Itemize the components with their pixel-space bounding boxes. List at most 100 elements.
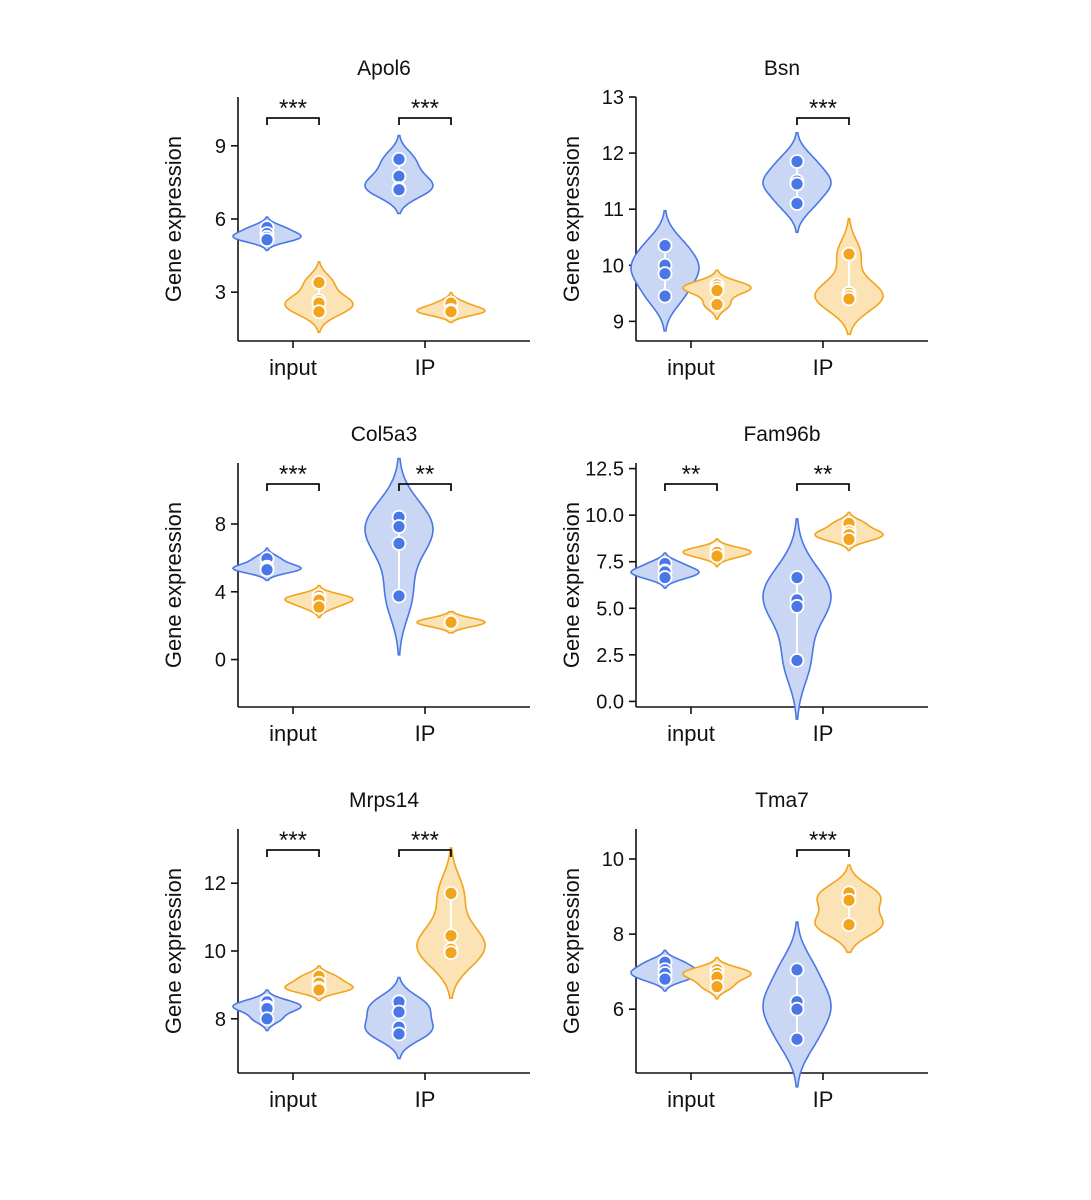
group1-input-point: [657, 570, 673, 585]
x-tick-label: IP: [813, 355, 834, 380]
y-axis-label: Gene expression: [559, 136, 584, 302]
panel-bsn: Bsn Gene expression 9 10 11 12 13 input IP ***: [559, 57, 928, 380]
significance-label: **: [416, 461, 435, 488]
group1-input-point: [657, 266, 673, 282]
significance-label: ***: [279, 461, 307, 488]
y-axis-label: Gene expression: [559, 868, 584, 1034]
panel-tma7: Tma7 Gene expression 6 8 10 input IP ***: [559, 789, 928, 1112]
significance-label: ***: [809, 95, 837, 122]
group2-ip-point: [443, 304, 459, 320]
x-tick-label: IP: [813, 1087, 834, 1112]
x-tick-label: IP: [415, 1087, 436, 1112]
group1-ip-point: [789, 154, 805, 169]
group2-ip-point: [443, 945, 459, 961]
group2-input-point: [709, 548, 725, 564]
y-tick-label: 8: [613, 924, 624, 946]
significance-label: ***: [809, 827, 837, 854]
group1-ip-point: [789, 599, 805, 614]
y-tick-label: 3: [215, 282, 226, 304]
y-axis-label: Gene expression: [161, 136, 186, 302]
significance-label: **: [682, 461, 701, 488]
group1-ip-point: [789, 1031, 805, 1047]
y-axis-label: Gene expression: [161, 868, 186, 1034]
x-tick-label: input: [269, 1087, 317, 1112]
y-axis-label: Gene expression: [559, 502, 584, 668]
y-tick-label: 2.5: [596, 645, 624, 667]
group2-input-point: [311, 599, 327, 615]
y-tick-label: 10: [204, 941, 226, 963]
x-tick-label: input: [269, 721, 317, 746]
panel-mrps14: Mrps14 Gene expression 8 10 12 input IP *** ***: [161, 789, 530, 1112]
y-tick-label: 8: [215, 514, 226, 536]
panel-title: Fam96b: [743, 423, 820, 446]
group2-ip-point: [841, 917, 857, 933]
y-axis-label: Gene expression: [161, 502, 186, 668]
y-tick-label: 13: [602, 87, 624, 109]
group1-ip-point: [391, 182, 407, 198]
x-tick-label: IP: [813, 721, 834, 746]
group2-ip-point: [841, 291, 857, 307]
group2-input-point: [311, 304, 327, 320]
group1-input-point: [657, 288, 673, 304]
group2-ip-point: [443, 928, 459, 944]
x-tick-label: input: [667, 355, 715, 380]
y-tick-label: 0.0: [596, 691, 624, 713]
group1-ip-point: [789, 176, 805, 192]
y-tick-label: 12: [204, 873, 226, 895]
group2-input-point: [709, 979, 725, 995]
significance-bracket: [796, 117, 850, 125]
y-tick-label: 10: [602, 255, 624, 277]
y-tick-label: 12.5: [585, 459, 624, 481]
panel-title: Tma7: [755, 789, 809, 812]
group2-input-point: [709, 297, 725, 312]
group1-input-point: [259, 232, 275, 248]
y-tick-label: 9: [613, 311, 624, 333]
y-tick-label: 6: [613, 999, 624, 1021]
group1-input-point: [657, 238, 673, 254]
group1-input-point: [259, 1011, 275, 1027]
panel-title: Apol6: [357, 57, 411, 80]
x-tick-label: IP: [415, 355, 436, 380]
y-tick-label: 9: [215, 136, 226, 158]
group1-ip-point: [789, 653, 805, 668]
x-tick-label: IP: [415, 721, 436, 746]
group1-input-point: [657, 971, 673, 987]
y-tick-label: 10.0: [585, 505, 624, 527]
group2-ip-point: [443, 614, 459, 630]
group1-ip-point: [789, 196, 805, 211]
y-tick-label: 7.5: [596, 552, 624, 574]
x-tick-label: input: [269, 355, 317, 380]
x-tick-label: input: [667, 1087, 715, 1112]
significance-bracket: [664, 483, 718, 491]
significance-label: **: [814, 461, 833, 488]
y-tick-label: 0: [215, 650, 226, 672]
significance-bracket: [398, 117, 452, 125]
panel-apol6: Apol6 Gene expression 3 6 9 input IP *** ***: [161, 57, 530, 380]
significance-bracket: [796, 849, 850, 857]
group1-ip-point: [789, 962, 805, 978]
group1-input-point: [259, 562, 275, 578]
panel-title: Bsn: [764, 57, 800, 80]
y-tick-label: 11: [603, 199, 624, 221]
y-tick-label: 10: [602, 849, 624, 871]
group1-ip-point: [789, 570, 805, 585]
group1-ip-point: [391, 536, 407, 551]
group2-input-point: [311, 275, 327, 290]
group2-ip-point: [841, 246, 857, 262]
significance-bracket: [398, 483, 452, 491]
significance-label: ***: [279, 95, 307, 122]
group2-input-point: [709, 283, 725, 298]
significance-bracket: [266, 849, 320, 857]
x-tick-label: input: [667, 721, 715, 746]
y-tick-label: 12: [602, 143, 624, 165]
significance-bracket: [266, 483, 320, 491]
panel-fam96b: Fam96b Gene expression 0.0 2.5 5.0 7.5 10.0 12.…: [559, 423, 928, 746]
panel-title: Col5a3: [351, 423, 418, 446]
y-tick-label: 5.0: [596, 598, 624, 620]
significance-label: ***: [411, 827, 439, 854]
group1-ip-point: [391, 1026, 407, 1042]
panel-title: Mrps14: [349, 789, 419, 812]
y-tick-label: 8: [215, 1009, 226, 1031]
significance-bracket: [796, 483, 850, 491]
